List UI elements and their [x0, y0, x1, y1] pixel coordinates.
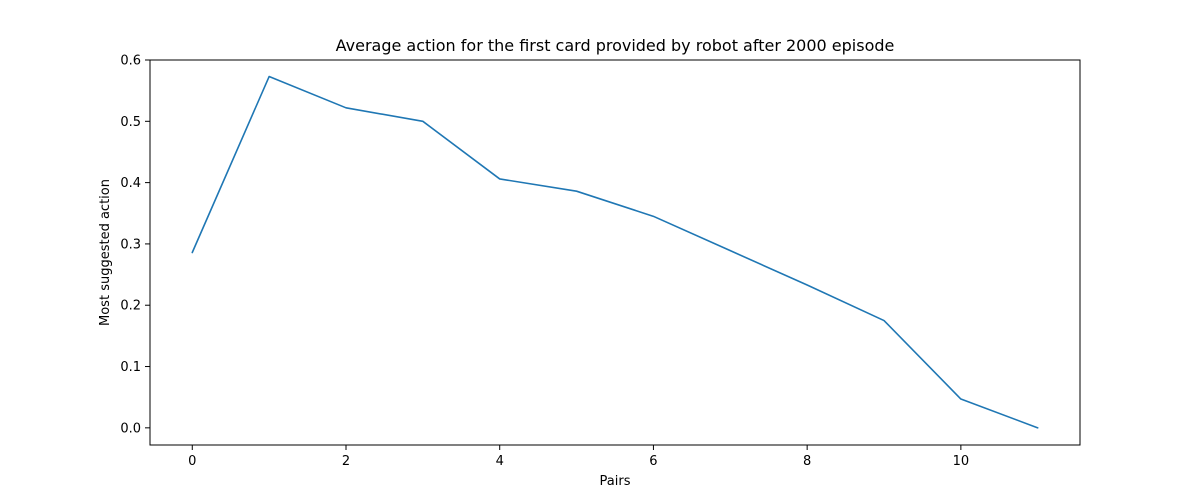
y-axis-label: Most suggested action — [98, 179, 113, 326]
y-tick-label: 0.6 — [120, 54, 141, 69]
y-tick-label: 0.0 — [120, 421, 141, 436]
y-tick-label: 0.2 — [120, 299, 141, 314]
x-axis-label: Pairs — [600, 474, 631, 489]
series-layer — [191, 75, 1039, 429]
x-axis-ticks: 0 2 4 6 8 10 — [188, 445, 969, 469]
chart-title: Average action for the first card provid… — [336, 36, 895, 55]
axes-frame — [149, 59, 1081, 446]
y-tick-label: 0.1 — [120, 360, 141, 375]
x-tick-label: 0 — [188, 454, 196, 469]
x-tick-label: 6 — [649, 454, 657, 469]
y-axis-ticks: 0.0 0.1 0.2 0.3 0.4 0.5 0.6 — [120, 54, 150, 436]
x-tick-label: 8 — [803, 454, 811, 469]
x-tick-label: 2 — [342, 454, 350, 469]
y-tick-label: 0.5 — [120, 115, 141, 130]
series-line — [191, 75, 1039, 429]
y-tick-label: 0.4 — [120, 176, 141, 191]
y-tick-label: 0.3 — [120, 237, 141, 252]
x-tick-label: 10 — [953, 454, 970, 469]
x-tick-label: 4 — [496, 454, 504, 469]
